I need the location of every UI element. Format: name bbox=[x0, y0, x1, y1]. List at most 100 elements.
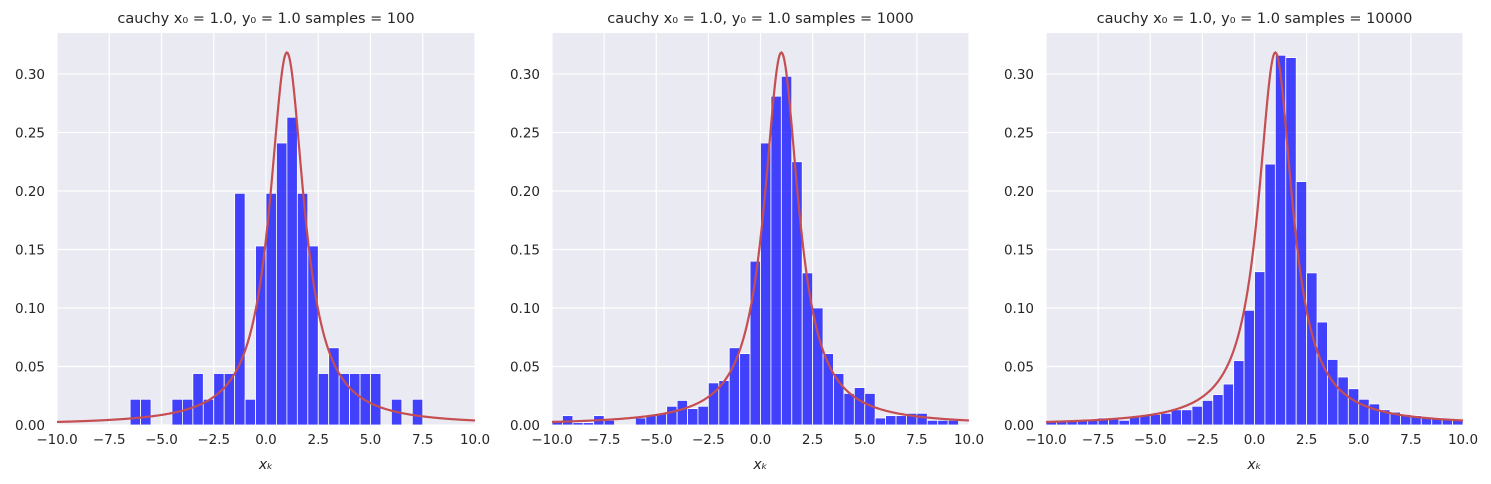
x-tick-label: 7.5 bbox=[412, 432, 433, 448]
x-tick-label: 5.0 bbox=[854, 432, 875, 448]
histogram-bar bbox=[947, 419, 959, 426]
histogram-bar bbox=[411, 398, 424, 426]
histogram-bar bbox=[926, 419, 939, 426]
histogram-bar bbox=[843, 393, 855, 426]
x-tick-label: −2.5 bbox=[197, 432, 230, 448]
histogram-bar bbox=[791, 161, 803, 426]
histogram-bar bbox=[307, 245, 319, 426]
x-tick-label: −5.0 bbox=[1134, 432, 1167, 448]
chart-panel-2: −10.0 −7.5 −5.0 −2.5 0.0 2.5 5.0 7.5 10.0 0.00 0.0… bbox=[510, 11, 984, 473]
chart-panel-3: −10.0 −7.5 −5.0 −2.5 0.0 2.5 5.0 7.5 10.0 0.00 0.0… bbox=[1004, 11, 1478, 473]
x-tick-label: 5.0 bbox=[360, 432, 381, 448]
x-tick-label: 2.5 bbox=[1296, 432, 1317, 448]
y-tick-label: 0.20 bbox=[510, 184, 540, 200]
x-tick-label: −7.5 bbox=[588, 432, 621, 448]
y-tick-label: 0.30 bbox=[15, 67, 45, 83]
x-tick-label: 2.5 bbox=[802, 432, 823, 448]
histogram-bar bbox=[1347, 388, 1360, 426]
y-tick-label: 0.05 bbox=[1004, 359, 1034, 375]
histogram-bar bbox=[770, 95, 782, 426]
histogram-bar bbox=[1316, 321, 1328, 426]
x-tick-label: −7.5 bbox=[93, 432, 126, 448]
chart-panel-1: −10.0 −7.5 −5.0 −2.5 0.0 2.5 5.0 7.5 10.0 0.00 0.0… bbox=[15, 11, 490, 473]
chart-title: cauchy x₀ = 1.0, y₀ = 1.0 samples = 1000 bbox=[607, 11, 913, 27]
histogram-bar bbox=[192, 373, 204, 426]
x-tick-label: −2.5 bbox=[692, 432, 725, 448]
y-tick-label: 0.10 bbox=[510, 301, 540, 317]
histogram-bar bbox=[916, 412, 928, 426]
histogram-bar bbox=[812, 307, 824, 426]
histogram-bar bbox=[1201, 400, 1214, 426]
histogram-bar bbox=[1222, 383, 1235, 426]
y-tick-label: 0.25 bbox=[15, 125, 45, 141]
x-tick-label: 10.0 bbox=[1448, 432, 1478, 448]
y-tick-label: 0.25 bbox=[1004, 125, 1034, 141]
x-tick-label: −5.0 bbox=[640, 432, 673, 448]
histogram-bar bbox=[666, 405, 678, 426]
histogram-bar bbox=[1160, 412, 1172, 426]
histogram-bar bbox=[864, 393, 876, 426]
x-tick-label: 0.0 bbox=[750, 432, 771, 448]
y-tick-label: 0.10 bbox=[15, 301, 45, 317]
histogram-bar bbox=[317, 373, 330, 426]
histogram-bar bbox=[286, 116, 298, 426]
y-tick-label: 0.05 bbox=[510, 359, 540, 375]
histogram-bar bbox=[213, 373, 225, 426]
x-tick-label: −7.5 bbox=[1082, 432, 1115, 448]
x-tick-label: −10.0 bbox=[531, 432, 572, 448]
y-tick-label: 0.30 bbox=[510, 67, 540, 83]
histogram-bar bbox=[780, 75, 793, 426]
histogram-bar bbox=[234, 192, 246, 426]
histogram-bar bbox=[1181, 409, 1193, 426]
cauchy-pdf-curve bbox=[56, 51, 476, 424]
histogram-bar bbox=[895, 415, 907, 426]
chart-title: cauchy x₀ = 1.0, y₀ = 1.0 samples = 1000… bbox=[1097, 11, 1413, 27]
x-tick-label: −2.5 bbox=[1186, 432, 1219, 448]
histogram-bar bbox=[676, 400, 688, 426]
x-tick-label: −10.0 bbox=[36, 432, 77, 448]
histogram-bar bbox=[349, 373, 361, 426]
histogram-bar bbox=[1285, 57, 1297, 426]
x-tick-label: 10.0 bbox=[460, 432, 490, 448]
histogram-bar bbox=[181, 398, 194, 426]
x-tick-label: 2.5 bbox=[308, 432, 329, 448]
x-axis-label: xₖ bbox=[258, 457, 273, 473]
x-tick-label: 0.0 bbox=[255, 432, 276, 448]
y-tick-label: 0.00 bbox=[510, 418, 540, 434]
histogram-bar bbox=[1264, 163, 1276, 426]
x-axis-label: xₖ bbox=[1246, 457, 1261, 473]
x-tick-label: 5.0 bbox=[1348, 432, 1369, 448]
histogram-bar bbox=[728, 347, 741, 426]
histogram-bar bbox=[885, 415, 897, 426]
x-tick-label: −5.0 bbox=[145, 432, 178, 448]
histogram-bar bbox=[739, 353, 751, 426]
y-tick-label: 0.30 bbox=[1004, 67, 1034, 83]
histogram-bar bbox=[1243, 309, 1255, 426]
histogram-bar bbox=[687, 408, 699, 426]
histogram-bar bbox=[129, 398, 141, 426]
y-tick-label: 0.25 bbox=[510, 125, 540, 141]
y-tick-label: 0.10 bbox=[1004, 301, 1034, 317]
x-tick-label: 7.5 bbox=[1400, 432, 1421, 448]
y-tick-label: 0.15 bbox=[15, 242, 45, 258]
x-axis-label: xₖ bbox=[752, 457, 767, 473]
x-tick-label: −10.0 bbox=[1025, 432, 1066, 448]
chart-title: cauchy x₀ = 1.0, y₀ = 1.0 samples = 100 bbox=[117, 11, 414, 27]
histogram-bar bbox=[572, 422, 584, 426]
histogram-bar bbox=[697, 405, 709, 426]
histogram-bar bbox=[1233, 360, 1245, 426]
histogram-bar bbox=[603, 419, 615, 426]
histogram-bar bbox=[874, 417, 886, 426]
histogram-bar bbox=[1337, 376, 1349, 426]
x-tick-label: 7.5 bbox=[906, 432, 927, 448]
y-tick-label: 0.00 bbox=[15, 418, 45, 434]
histogram-bar bbox=[328, 347, 340, 426]
histogram-bar bbox=[1191, 405, 1203, 426]
y-tick-label: 0.15 bbox=[1004, 242, 1034, 258]
histogram-bar bbox=[937, 419, 949, 426]
histogram-bar bbox=[1254, 271, 1266, 426]
histogram-bar bbox=[244, 398, 256, 426]
x-tick-label: 10.0 bbox=[954, 432, 984, 448]
y-tick-label: 0.00 bbox=[1004, 418, 1034, 434]
